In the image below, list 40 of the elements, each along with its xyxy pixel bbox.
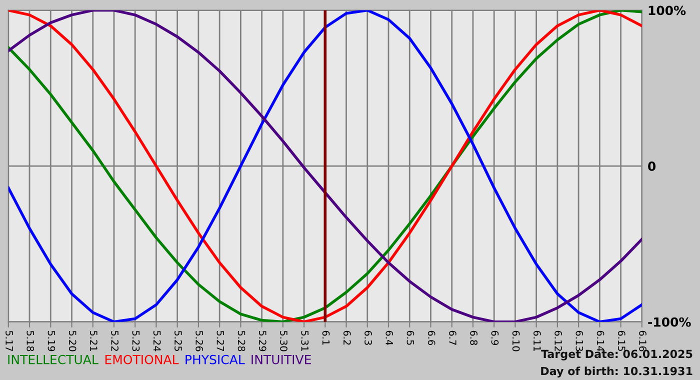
x-tick-label: 5.21 <box>90 330 98 351</box>
y-tick-label: 100% <box>648 6 686 16</box>
x-tick-label: 6.10 <box>512 330 520 352</box>
x-tick-label: 5.18 <box>26 330 34 352</box>
x-tick-label: 6.12 <box>554 330 562 351</box>
x-tick-label: 5.22 <box>111 330 119 351</box>
text: PHYSICAL <box>186 354 245 364</box>
x-tick-label: 6.9 <box>491 330 499 345</box>
x-tick-label: 6.2 <box>343 330 351 345</box>
x-tick-label: 6.5 <box>406 330 414 345</box>
x-tick-label: 6.15 <box>618 330 626 351</box>
x-tick-label: 6.11 <box>533 330 541 351</box>
x-tick-label: 5.25 <box>174 330 182 351</box>
x-tick-label: 6.8 <box>470 330 478 345</box>
x-tick-label: 6.13 <box>576 330 584 352</box>
y-tick-label: -100% <box>648 317 691 327</box>
x-tick-label: 6.14 <box>596 330 604 352</box>
x-tick-label: 5.28 <box>238 330 246 352</box>
x-tick-label: 5.24 <box>153 330 161 352</box>
x-tick-label: 5.31 <box>301 330 309 351</box>
text: Day of birth: 10.31.1931 <box>541 366 692 378</box>
x-tick-label: 5.19 <box>48 330 56 352</box>
y-tick-label: 0 <box>648 162 656 171</box>
x-tick-label: 6.6 <box>428 330 436 346</box>
x-tick-label: 5.27 <box>216 330 224 352</box>
x-tick-label: 5.17 <box>6 330 13 352</box>
text: Target Date: 06.01.2025 <box>541 350 692 360</box>
x-tick-label: 6.4 <box>386 330 394 346</box>
x-tick-label: 6.3 <box>364 330 372 345</box>
text: INTELLECTUAL <box>8 354 98 364</box>
x-tick-label: 5.20 <box>68 330 76 352</box>
x-tick-label: 6.1 <box>322 330 330 345</box>
x-tick-label: 6.16 <box>639 330 646 352</box>
x-tick-label: 5.29 <box>258 330 266 352</box>
x-tick-label: 6.7 <box>449 330 456 345</box>
x-tick-label: 5.26 <box>196 330 203 352</box>
x-tick-label: 5.23 <box>132 330 140 352</box>
text: EMOTIONAL <box>105 354 179 364</box>
text: INTUITIVE <box>252 354 311 364</box>
x-tick-label: 5.30 <box>280 330 288 352</box>
